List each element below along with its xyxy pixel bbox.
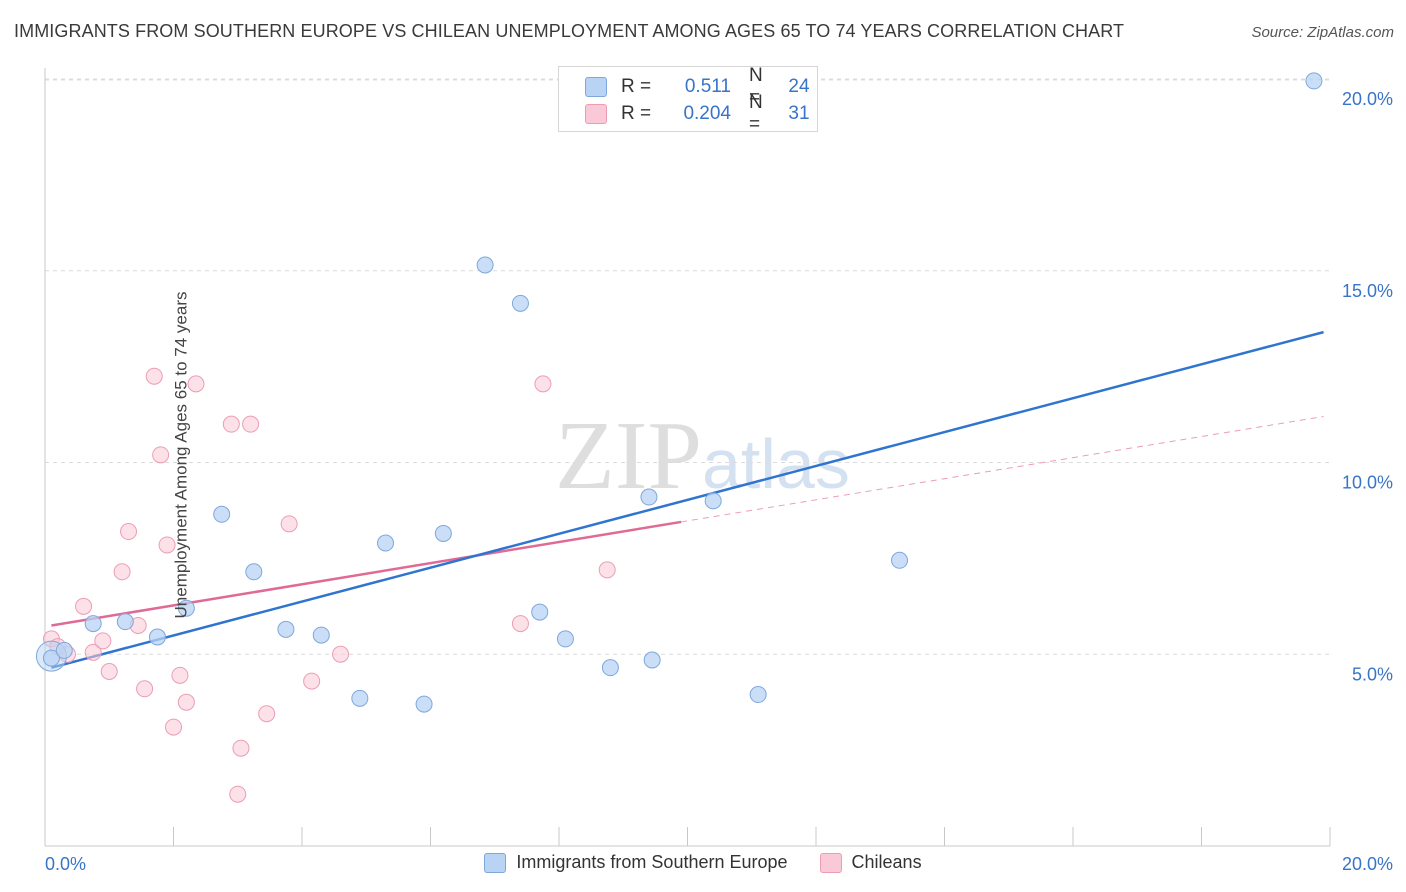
axes	[44, 68, 1331, 847]
legend-item-series2: Chileans	[819, 852, 922, 873]
legend-n-value: 31	[788, 103, 810, 124]
trendline-chileans	[51, 520, 682, 627]
data-point-southern-europe	[55, 641, 73, 659]
data-point-southern-europe	[643, 651, 661, 669]
grid-lines	[45, 78, 1330, 655]
legend-n-label: N =	[749, 92, 763, 135]
data-point-chileans	[158, 536, 176, 554]
data-point-chileans	[84, 643, 102, 661]
data-point-chileans	[177, 693, 195, 711]
data-points	[35, 72, 1323, 803]
correlation-legend: R = 0.511 N = 24 R = 0.204 N = 31	[558, 65, 819, 135]
data-point-southern-europe	[511, 294, 529, 312]
data-point-southern-europe	[42, 649, 60, 667]
trendline-southern-europe	[51, 330, 1324, 669]
series-legend: Immigrants from Southern Europe Chileans	[0, 852, 1406, 873]
data-point-chileans	[229, 785, 247, 803]
data-point-chileans	[94, 632, 112, 650]
data-point-southern-europe	[312, 626, 330, 644]
y-axis-label: Unemployment Among Ages 65 to 74 years	[171, 291, 191, 619]
data-point-chileans	[303, 672, 321, 690]
data-point-southern-europe	[749, 686, 767, 704]
data-point-southern-europe	[116, 613, 134, 631]
data-point-southern-europe	[556, 630, 574, 648]
legend-r-value: 0.204	[683, 103, 731, 124]
data-point-southern-europe	[177, 599, 195, 617]
legend-row-series2: R = 0.204 N = 31	[585, 92, 819, 135]
data-point-southern-europe	[434, 524, 452, 542]
data-point-southern-europe	[640, 488, 658, 506]
data-point-chileans	[598, 561, 616, 579]
data-point-chileans	[534, 375, 552, 393]
x-tick-label: 20.0%	[1342, 854, 1393, 874]
data-point-southern-europe	[601, 659, 619, 677]
data-point-southern-europe	[415, 695, 433, 713]
chart-title: IMMIGRANTS FROM SOUTHERN EUROPE VS CHILE…	[14, 21, 1125, 41]
legend-n-value: 24	[788, 76, 810, 97]
y-tick-label: 10.0%	[1342, 473, 1393, 493]
data-point-southern-europe	[476, 256, 494, 274]
watermark-zip: ZIP	[555, 402, 702, 510]
data-point-chileans	[187, 375, 205, 393]
y-tick-label: 5.0%	[1352, 664, 1393, 684]
legend-swatch-series2	[585, 104, 607, 124]
y-tick-label: 20.0%	[1342, 89, 1393, 109]
legend-label-series1: Immigrants from Southern Europe	[516, 852, 788, 872]
data-point-southern-europe	[84, 615, 102, 633]
data-point-chileans	[280, 515, 298, 533]
data-point-chileans	[511, 615, 529, 633]
data-point-chileans	[145, 367, 163, 385]
data-point-southern-europe	[277, 620, 295, 638]
legend-n-label: N =	[749, 65, 763, 108]
trendlines	[51, 330, 1324, 669]
data-point-chileans	[120, 523, 138, 541]
data-point-chileans	[242, 415, 260, 433]
data-point-southern-europe	[531, 603, 549, 621]
legend-item-series1: Immigrants from Southern Europe	[484, 852, 788, 873]
trendline-chileans-extension	[680, 415, 1324, 523]
x-tick-label: 0.0%	[45, 854, 86, 874]
data-point-southern-europe	[1305, 72, 1323, 90]
data-point-chileans	[171, 666, 189, 684]
legend-swatch-series1	[484, 852, 507, 873]
legend-label-series2: Chileans	[851, 852, 922, 872]
legend-swatch-series2	[819, 852, 842, 873]
legend-row-series1: R = 0.511 N = 24	[585, 65, 819, 108]
legend-swatch-series1	[585, 77, 607, 97]
data-point-southern-europe	[148, 628, 166, 646]
data-point-chileans	[75, 597, 93, 615]
data-point-chileans	[258, 705, 276, 723]
data-point-southern-europe	[213, 505, 231, 523]
data-point-chileans	[100, 663, 118, 681]
source-credit: Source: ZipAtlas.com	[1251, 24, 1394, 41]
data-point-chileans	[136, 680, 154, 698]
data-point-chileans	[113, 563, 131, 581]
data-point-southern-europe	[377, 534, 395, 552]
tick-labels: 5.0% 10.0% 15.0% 20.0% 0.0% 20.0%	[45, 89, 1393, 874]
legend-r-label: R =	[621, 103, 652, 124]
data-point-southern-europe	[891, 551, 909, 569]
legend-r-label: R =	[621, 76, 652, 97]
data-point-southern-europe	[704, 492, 722, 510]
data-point-southern-europe	[245, 563, 263, 581]
data-point-chileans	[222, 415, 240, 433]
data-point-chileans	[332, 645, 350, 663]
data-point-southern-europe	[351, 689, 369, 707]
legend-r-value: 0.511	[684, 76, 731, 97]
data-point-chileans	[152, 446, 170, 464]
y-tick-label: 15.0%	[1342, 281, 1393, 301]
data-point-chileans	[165, 718, 182, 736]
data-point-chileans	[232, 739, 250, 757]
